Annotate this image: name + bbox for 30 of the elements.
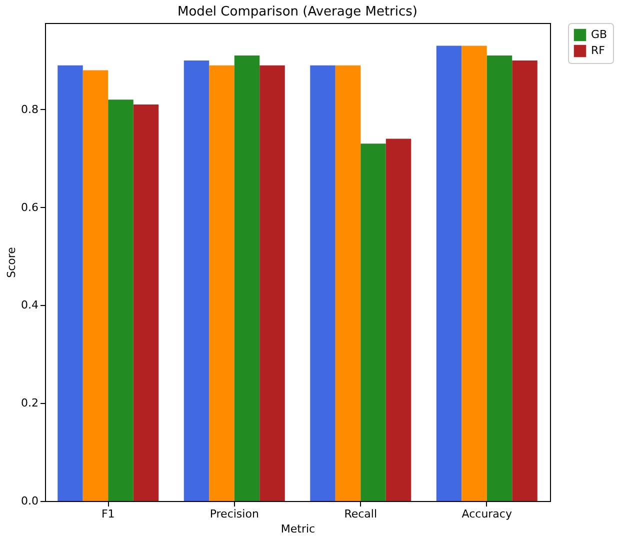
bar [310, 65, 336, 501]
bar [360, 144, 386, 501]
y-tick-label: 0.6 [21, 200, 38, 214]
x-tick-label: F1 [101, 508, 115, 520]
bar [386, 138, 412, 501]
bar [436, 46, 462, 501]
bar [133, 104, 159, 501]
y-tick-label: 0.8 [21, 102, 38, 116]
y-tick-label: 0.4 [21, 298, 38, 312]
y-tick-label: 0.2 [21, 396, 38, 410]
y-axis-title: Score [5, 246, 18, 278]
bar [58, 65, 83, 501]
bar [260, 65, 285, 501]
bar [335, 65, 361, 501]
bar [209, 65, 234, 501]
x-tick-label: Recall [344, 508, 378, 520]
x-tick-label: Accuracy [462, 508, 512, 520]
x-axis-title: Metric [280, 522, 316, 536]
bar [462, 46, 487, 501]
legend-label: GB [591, 28, 608, 41]
legend-label: RF [591, 44, 605, 57]
chart-title: Model Comparison (Average Metrics) [178, 4, 418, 20]
bar [512, 60, 538, 501]
x-tick-label: Precision [210, 508, 259, 520]
bar [108, 100, 134, 501]
bar [184, 60, 210, 501]
bar [82, 70, 108, 501]
bar [234, 56, 260, 501]
bar [486, 56, 512, 501]
y-tick-label: 0.0 [21, 494, 38, 508]
